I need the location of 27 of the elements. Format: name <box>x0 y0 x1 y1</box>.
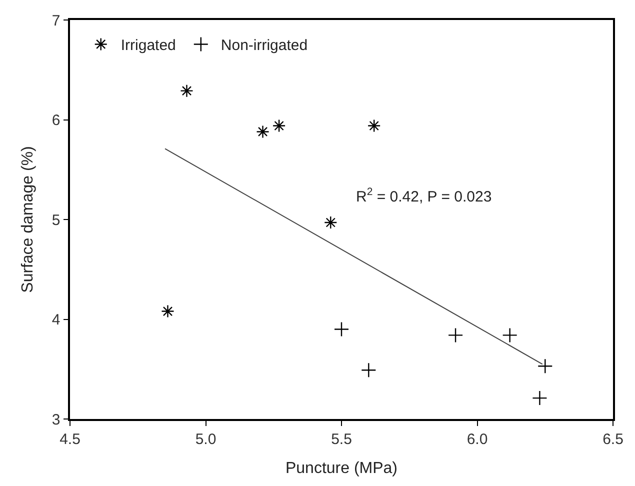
y-tick-label: 5 <box>52 212 60 229</box>
legend-label: Non-irrigated <box>220 37 308 54</box>
x-tick-label: 5.0 <box>195 430 216 448</box>
x-tick-label: 6.5 <box>602 430 624 448</box>
point <box>367 119 381 132</box>
point <box>361 362 376 378</box>
y-axis-title: Surface damage (%) <box>19 146 36 293</box>
point <box>180 84 194 98</box>
point <box>532 390 548 406</box>
point <box>502 328 518 343</box>
point <box>272 119 286 132</box>
point <box>256 125 270 138</box>
point <box>324 216 338 230</box>
point <box>161 304 174 318</box>
x-tick-label: 4.5 <box>60 430 80 448</box>
point <box>448 328 464 343</box>
point <box>334 322 350 337</box>
x-tick-label: 5.5 <box>331 430 352 448</box>
y-tick-label: 6 <box>52 112 60 129</box>
y-tick-label: 7 <box>52 12 60 30</box>
x-axis-title: Puncture (MPa) <box>285 460 398 477</box>
x-tick-label: 6.0 <box>466 430 488 448</box>
y-tick-label: 3 <box>52 411 60 428</box>
y-tick-label: 4 <box>52 312 60 328</box>
legend-label: Irrigated <box>120 37 176 54</box>
annotation: R$^{2}$ = 0.42, P = 0.023 <box>356 186 492 206</box>
point <box>538 358 553 374</box>
